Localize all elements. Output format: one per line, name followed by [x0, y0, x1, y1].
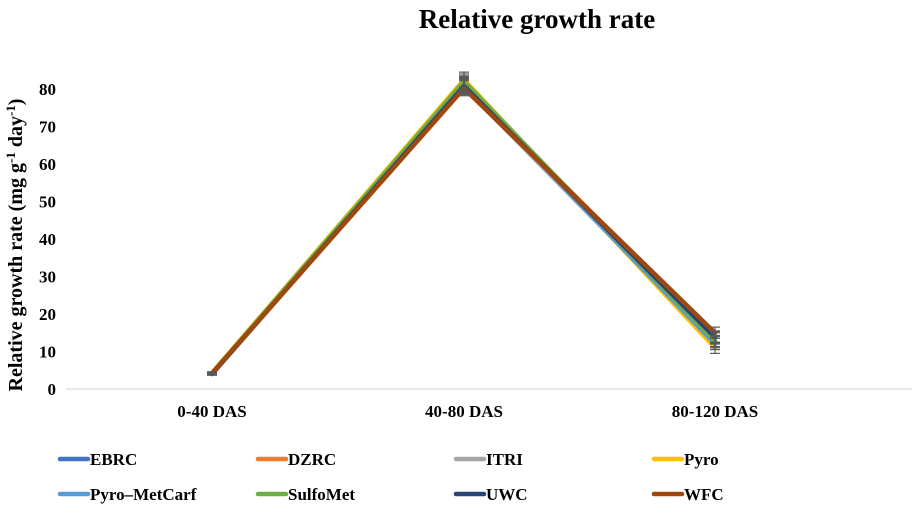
- x-tick-label: 0-40 DAS: [177, 402, 246, 421]
- y-tick-label: 30: [39, 268, 56, 287]
- error-bar: [207, 371, 217, 375]
- legend-label: EBRC: [90, 450, 137, 469]
- legend-label: Pyro: [684, 450, 719, 469]
- legend-label: Pyro–MetCarf: [90, 485, 197, 504]
- legend-item: DZRC: [255, 450, 336, 469]
- y-tick-label: 70: [39, 118, 56, 137]
- y-tick-label: 40: [39, 230, 56, 249]
- series-lines: [209, 77, 718, 377]
- series-line-pyro: [209, 77, 718, 376]
- legend-item: WFC: [651, 485, 724, 504]
- x-tick-label: 40-80 DAS: [425, 402, 503, 421]
- series-line-dzrc: [209, 82, 718, 376]
- error-bar: [459, 80, 469, 97]
- x-axis-ticks: 0-40 DAS 40-80 DAS 80-120 DAS: [177, 402, 758, 421]
- y-tick-label: 80: [39, 80, 56, 99]
- legend-label: WFC: [684, 485, 724, 504]
- legend-item: ITRI: [453, 450, 523, 469]
- y-tick-label: 10: [39, 343, 56, 362]
- legend-item: Pyro–MetCarf: [57, 485, 197, 504]
- series-line-itri: [209, 84, 718, 377]
- legend: EBRC DZRC ITRI Pyro Pyro–MetCarf SulfoMet UWC W…: [57, 450, 724, 504]
- legend-label: DZRC: [288, 450, 336, 469]
- chart-title: Relative growth rate: [419, 4, 655, 34]
- x-tick-label: 80-120 DAS: [672, 402, 758, 421]
- series-line-ebrc: [209, 83, 718, 376]
- legend-item: EBRC: [57, 450, 137, 469]
- error-bar: [710, 326, 720, 339]
- error-bars: [207, 71, 720, 376]
- y-axis-ticks: 0 10 20 30 40 50 60 70 80: [39, 80, 56, 399]
- y-tick-label: 20: [39, 305, 56, 324]
- legend-item: UWC: [453, 485, 528, 504]
- y-tick-label: 0: [48, 380, 57, 399]
- y-axis-label-sup2: -1: [3, 105, 18, 116]
- y-axis-label-main: Relative growth rate (mg g: [5, 163, 27, 391]
- legend-label: ITRI: [486, 450, 523, 469]
- legend-label: UWC: [486, 485, 528, 504]
- y-tick-label: 50: [39, 193, 56, 212]
- series-line-uwc: [209, 83, 718, 377]
- legend-label: SulfoMet: [288, 485, 355, 504]
- series-line-sulfomet: [209, 79, 718, 376]
- y-axis-label: Relative growth rate (mg g-1 day-1): [3, 99, 28, 392]
- y-axis-label-end: ): [5, 99, 27, 106]
- series-line-wfc: [209, 86, 718, 376]
- legend-item: Pyro: [651, 450, 719, 469]
- y-axis-label-sup1: -1: [3, 152, 18, 163]
- y-tick-label: 60: [39, 155, 56, 174]
- y-axis-label-mid: day: [5, 116, 27, 152]
- legend-item: SulfoMet: [255, 485, 355, 504]
- series-line-pyro-metcarf: [209, 81, 718, 376]
